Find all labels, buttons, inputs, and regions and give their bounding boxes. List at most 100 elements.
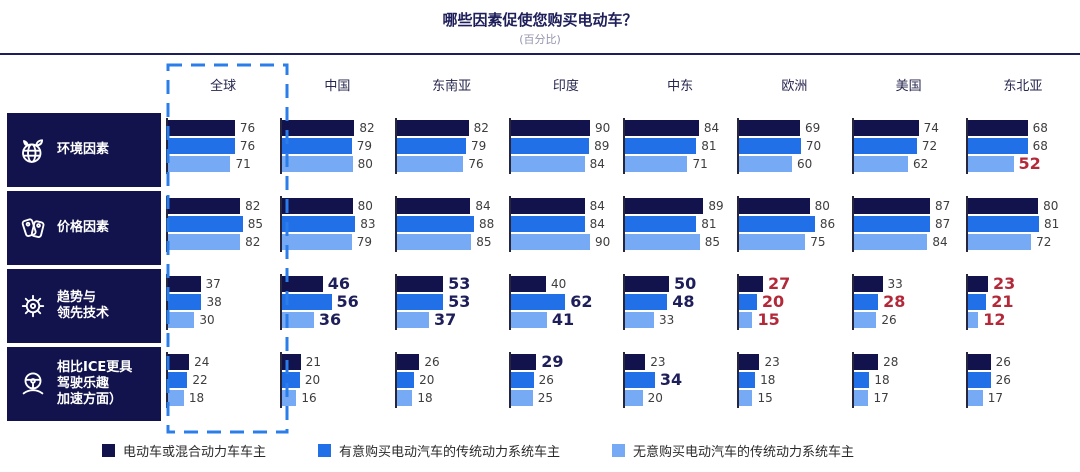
bar-value-label: 81 xyxy=(701,139,717,153)
bar-line: 20 xyxy=(625,390,737,406)
bar-line: 71 xyxy=(168,156,280,172)
bar-value-label: 90 xyxy=(594,235,611,249)
bar-value-label: 16 xyxy=(301,391,317,405)
bar-line: 23 xyxy=(967,274,1080,293)
bar xyxy=(510,312,547,328)
bar-value-label: 85 xyxy=(247,217,264,231)
bar-group: 33 28 26 xyxy=(851,274,966,330)
bar-line: 85 xyxy=(396,234,509,250)
bar-value-label: 84 xyxy=(703,121,720,135)
bar xyxy=(739,294,757,310)
cell-environment-europe: 69 70 60 xyxy=(737,111,851,189)
bar-line: 26 xyxy=(967,372,1080,388)
cell-environment-usa: 74 72 62 xyxy=(851,111,966,189)
bar-group: 23 18 15 xyxy=(737,352,851,408)
bar-value-label: 20 xyxy=(647,391,663,405)
bar-value-label: 53 xyxy=(448,292,471,311)
bar-line: 79 xyxy=(282,234,394,250)
cell-trends-technology-global: 37 38 30 xyxy=(166,267,280,345)
chart-subtitle: (百分比) xyxy=(519,33,561,46)
bar-line: 48 xyxy=(625,294,737,310)
bar-line: 83 xyxy=(282,216,394,232)
bar-value-label: 79 xyxy=(356,139,373,153)
bar-value-label: 21 xyxy=(305,355,321,369)
bar-value-label: 23 xyxy=(992,274,1016,293)
bar-group: 84 81 71 xyxy=(623,118,737,174)
bar-value-label: 28 xyxy=(883,292,906,311)
bar xyxy=(168,120,235,136)
bar-line: 76 xyxy=(168,120,280,136)
cell-driving-fun-india: 29 26 25 xyxy=(508,345,623,423)
bar-line: 69 xyxy=(739,120,851,136)
bar-value-label: 81 xyxy=(1044,217,1060,231)
bar-line: 80 xyxy=(282,198,394,214)
bar-value-label: 15 xyxy=(757,391,773,405)
cell-price-global: 82 85 82 xyxy=(166,189,280,267)
bar xyxy=(282,156,353,172)
bar-value-label: 71 xyxy=(235,157,251,171)
bar-group: 76 76 71 xyxy=(166,118,280,174)
column-header-middle-east: 中东 xyxy=(667,78,694,94)
bar xyxy=(510,234,590,250)
bar-line: 21 xyxy=(282,354,394,370)
chart-grid: 全球 中国 东南亚 印度 中东 欧洲 美国 东北亚 环境因素 76 76 71 82 79 80 82 79 76… xyxy=(0,57,1080,423)
bar xyxy=(282,120,355,136)
bar-value-label: 22 xyxy=(192,373,208,387)
bar-value-label: 69 xyxy=(804,121,821,135)
bar xyxy=(396,276,444,292)
cell-driving-fun-usa: 28 18 17 xyxy=(851,345,966,423)
bar-value-label: 18 xyxy=(874,373,890,387)
bar-line: 82 xyxy=(168,234,280,250)
bar-line: 40 xyxy=(510,276,623,292)
bar-value-label: 80 xyxy=(357,199,373,213)
bar-line: 53 xyxy=(396,276,509,292)
bar-line: 86 xyxy=(739,216,851,232)
bar xyxy=(168,354,190,370)
bar-value-label: 26 xyxy=(881,313,897,327)
column-header-northeast-asia: 东北亚 xyxy=(1003,78,1043,94)
bar-group: 82 79 80 xyxy=(280,118,394,174)
bar-line: 16 xyxy=(282,390,394,406)
bar-group: 87 87 84 xyxy=(851,196,966,252)
bar-line: 26 xyxy=(967,354,1080,370)
bar-line: 80 xyxy=(739,198,851,214)
bar-value-label: 48 xyxy=(672,292,695,311)
bar-line: 37 xyxy=(168,276,280,292)
bar-line: 50 xyxy=(625,276,737,292)
bar-value-label: 76 xyxy=(468,157,484,171)
bar xyxy=(168,372,188,388)
bar-line: 70 xyxy=(739,138,851,154)
cell-trends-technology-china: 46 56 36 xyxy=(280,267,394,345)
bar-value-label: 81 xyxy=(701,217,717,231)
bar xyxy=(967,198,1039,214)
bar-line: 41 xyxy=(510,312,623,328)
bar-value-label: 18 xyxy=(760,373,776,387)
bar-group: 40 62 41 xyxy=(508,274,623,330)
bar-line: 26 xyxy=(853,312,966,328)
bar xyxy=(739,234,806,250)
cell-environment-china: 82 79 80 xyxy=(280,111,394,189)
bar-line: 29 xyxy=(510,354,623,370)
bar xyxy=(967,372,991,388)
bar-value-label: 72 xyxy=(921,139,938,153)
bar-group: 84 88 85 xyxy=(394,196,509,252)
cell-environment-northeast-asia: 68 68 52 xyxy=(965,111,1080,189)
bar xyxy=(396,234,472,250)
bar-value-label: 24 xyxy=(194,355,210,369)
bar-value-label: 36 xyxy=(318,310,342,329)
bar-line: 84 xyxy=(510,216,623,232)
bar xyxy=(625,120,699,136)
bar xyxy=(739,138,801,154)
bar xyxy=(510,120,590,136)
column-header-india: 印度 xyxy=(552,78,579,94)
bar xyxy=(282,234,352,250)
bar-line: 26 xyxy=(396,354,509,370)
bar-group: 24 22 18 xyxy=(166,352,280,408)
bar xyxy=(510,294,566,310)
bar-group: 80 81 72 xyxy=(965,196,1080,252)
row-label-text: 趋势与 领先技术 xyxy=(57,289,110,321)
bar-value-label: 26 xyxy=(995,355,1011,369)
bar-line: 30 xyxy=(168,312,280,328)
row-label-text: 价格因素 xyxy=(57,219,110,235)
bar-value-label: 84 xyxy=(932,235,948,249)
